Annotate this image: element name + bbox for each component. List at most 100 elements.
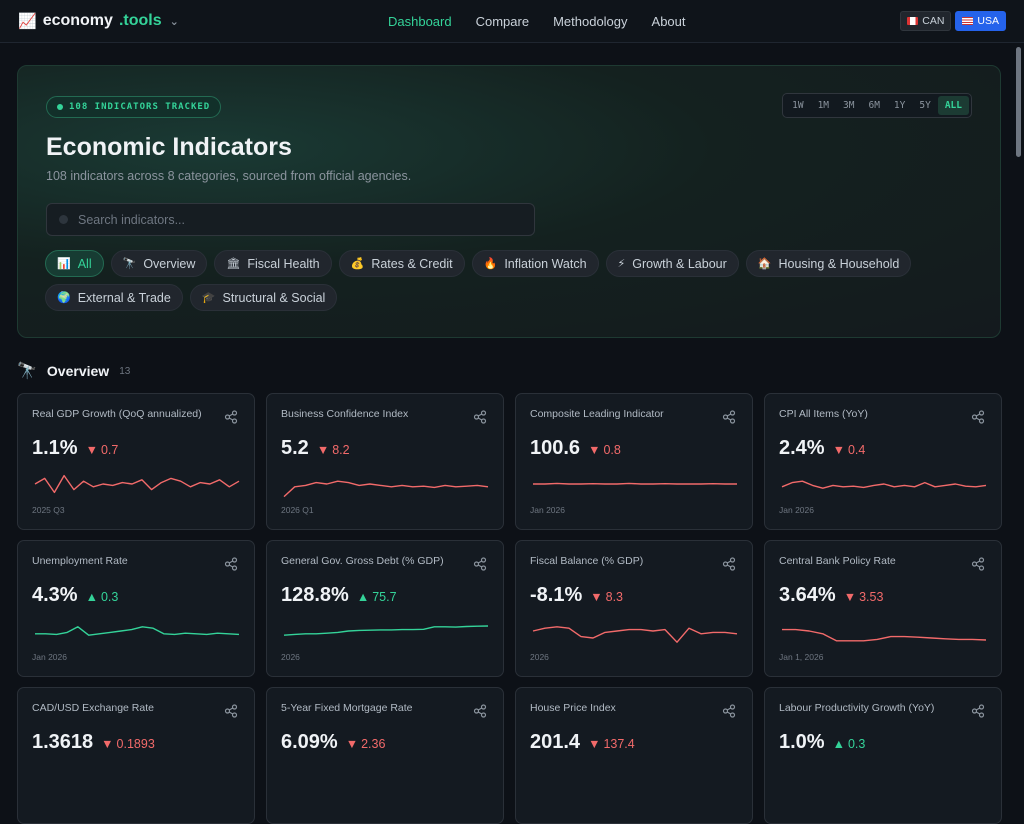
category-chip-fiscal-health[interactable]: 🏛 Fiscal Health (214, 250, 331, 277)
indicator-change: ▼0.4 (833, 443, 866, 457)
scrollbar-thumb[interactable] (1016, 47, 1021, 157)
indicator-value: 5.2 (281, 437, 309, 460)
nav-dashboard[interactable]: Dashboard (388, 14, 452, 29)
time-range-selector: 1W 1M 3M 6M 1Y 5Y ALL (782, 93, 972, 118)
indicator-card[interactable]: Real GDP Growth (QoQ annualized)1.1%▼0.7… (17, 393, 255, 530)
change-value: 75.7 (372, 590, 396, 604)
share-icon[interactable] (473, 704, 487, 718)
search-placeholder: Search indicators... (78, 213, 185, 227)
share-icon[interactable] (224, 557, 238, 571)
nav-about[interactable]: About (652, 14, 686, 29)
category-icon: ⚡ (618, 257, 626, 270)
indicator-title: CPI All Items (YoY) (779, 408, 987, 420)
country-switcher: CAN USA (900, 11, 1006, 31)
category-chip-label: Fiscal Health (247, 257, 319, 271)
section-header-overview: 🔭 Overview 13 (17, 361, 130, 381)
range-all[interactable]: ALL (938, 96, 969, 115)
search-input[interactable]: Search indicators... (46, 203, 535, 236)
nav-compare[interactable]: Compare (476, 14, 529, 29)
indicator-change: ▲0.3 (833, 737, 866, 751)
brand-name: economy (43, 12, 113, 30)
canada-flag-icon (907, 17, 918, 25)
change-value: 8.3 (606, 590, 623, 604)
country-usa-button[interactable]: USA (955, 11, 1006, 31)
share-icon[interactable] (224, 704, 238, 718)
category-chip-rates-credit[interactable]: 💰Rates & Credit (339, 250, 465, 277)
category-chip-inflation-watch[interactable]: 🔥Inflation Watch (472, 250, 599, 277)
country-can-label: CAN (922, 15, 944, 27)
country-can-button[interactable]: CAN (900, 11, 951, 31)
change-value: 8.2 (332, 443, 349, 457)
share-icon[interactable] (473, 410, 487, 424)
share-icon[interactable] (971, 704, 985, 718)
category-icon: 🏛 (226, 257, 240, 270)
indicator-card[interactable]: General Gov. Gross Debt (% GDP)128.8%▲75… (266, 540, 504, 677)
change-value: 137.4 (603, 737, 634, 751)
indicator-card[interactable]: Labour Productivity Growth (YoY)1.0%▲0.3 (764, 687, 1002, 824)
share-icon[interactable] (722, 410, 736, 424)
category-icon: 🏠 (758, 257, 772, 270)
share-icon[interactable] (971, 557, 985, 571)
change-value: 3.53 (859, 590, 883, 604)
indicator-change: ▲75.7 (357, 590, 397, 604)
indicator-date: Jan 1, 2026 (779, 652, 823, 662)
share-icon[interactable] (473, 557, 487, 571)
indicator-change: ▼8.3 (590, 590, 623, 604)
indicator-change: ▼3.53 (844, 590, 884, 604)
category-chip-label: Housing & Household (778, 257, 899, 271)
page-subtitle: 108 indicators across 8 categories, sour… (46, 169, 411, 183)
sparkline-chart (34, 763, 240, 793)
sparkline-chart (781, 763, 987, 793)
triangle-up-icon: ▲ (833, 737, 845, 751)
category-chip-all[interactable]: 📊All (45, 250, 104, 277)
category-chip-label: Growth & Labour (632, 257, 727, 271)
sparkline-chart (532, 469, 738, 499)
range-1w[interactable]: 1W (785, 96, 810, 115)
category-chip-growth-labour[interactable]: ⚡ Growth & Labour (606, 250, 739, 277)
category-chip-external-trade[interactable]: 🌍External & Trade (45, 284, 183, 311)
share-icon[interactable] (722, 557, 736, 571)
range-1y[interactable]: 1Y (887, 96, 912, 115)
category-icon: 🌍 (57, 291, 71, 304)
indicator-title: Labour Productivity Growth (YoY) (779, 702, 987, 714)
indicators-tracked-badge: 108 INDICATORS TRACKED (46, 96, 221, 118)
nav-methodology[interactable]: Methodology (553, 14, 627, 29)
sparkline-chart (34, 469, 240, 499)
share-icon[interactable] (722, 704, 736, 718)
share-icon[interactable] (971, 410, 985, 424)
change-value: 0.8 (603, 443, 620, 457)
scrollbar[interactable] (1012, 43, 1024, 770)
indicator-date: 2025 Q3 (32, 505, 65, 515)
range-6m[interactable]: 6M (861, 96, 886, 115)
sparkline-chart (781, 469, 987, 499)
indicator-date: Jan 2026 (779, 505, 814, 515)
sparkline-path (533, 483, 737, 484)
indicator-value: 201.4 (530, 731, 580, 754)
search-icon (59, 215, 68, 224)
category-chip-overview[interactable]: 🔭Overview (111, 250, 208, 277)
category-filter-chips: 📊All 🔭Overview 🏛 Fiscal Health 💰Rates & Cred… (45, 250, 985, 311)
indicator-title: Unemployment Rate (32, 555, 240, 567)
indicator-date: Jan 2026 (530, 505, 565, 515)
range-1m[interactable]: 1M (811, 96, 836, 115)
category-icon: 🔭 (123, 257, 137, 270)
category-chip-label: Inflation Watch (504, 257, 586, 271)
chart-icon: 📈 (18, 12, 37, 30)
category-chip-housing-household[interactable]: 🏠 Housing & Household (746, 250, 912, 277)
share-icon[interactable] (224, 410, 238, 424)
indicator-title: Fiscal Balance (% GDP) (530, 555, 738, 567)
range-5y[interactable]: 5Y (912, 96, 937, 115)
category-chip-structural-social[interactable]: 🎓Structural & Social (190, 284, 338, 311)
indicator-title: Real GDP Growth (QoQ annualized) (32, 408, 240, 420)
brand-menu[interactable]: 📈 economy .tools ⌄ (18, 12, 378, 30)
range-3m[interactable]: 3M (836, 96, 861, 115)
